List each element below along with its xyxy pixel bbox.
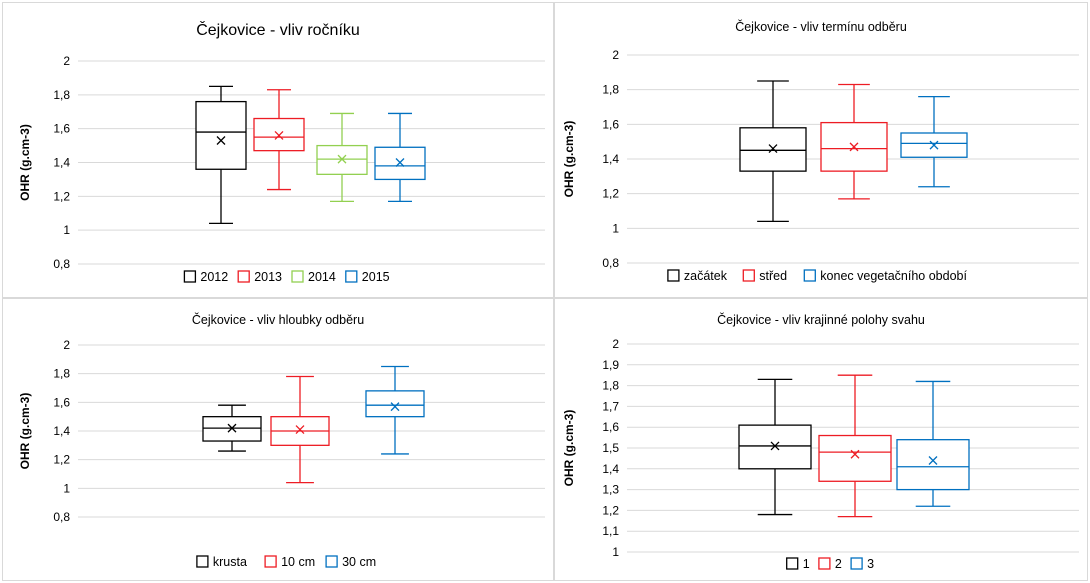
box-2 <box>819 375 891 516</box>
chart-panel-sampling-term: Čejkovice - vliv termínu odběru 0,8 1 1,2 1,… <box>554 2 1088 298</box>
box-1 <box>739 379 811 514</box>
chart-title: Čejkovice - vliv krajinné polohy svahu <box>717 312 925 327</box>
box-2013 <box>254 90 304 190</box>
box-iqr <box>366 391 424 417</box>
box-iqr <box>739 425 811 469</box>
legend: začátek střed konec vegetačního období <box>668 269 968 283</box>
legend-label: střed <box>759 269 787 283</box>
y-tick-label: 2 <box>63 54 70 68</box>
box-10-cm <box>271 377 329 483</box>
y-tick-label: 1,8 <box>602 83 619 97</box>
y-tick-label: 0,8 <box>53 257 70 271</box>
box-krusta <box>203 405 261 451</box>
chart-svg: Čejkovice - vliv ročníku 0,8 1 1,2 1,4 1,6 1,8… <box>3 3 553 297</box>
legend-label: 30 cm <box>342 555 376 569</box>
y-tick-label: 1,6 <box>602 117 619 131</box>
y-axis-label: OHR (g.cm-3) <box>562 410 576 487</box>
chart-title: Čejkovice - vliv termínu odběru <box>735 19 907 34</box>
y-tick-label: 1,2 <box>53 189 70 203</box>
legend-swatch <box>787 558 798 569</box>
legend: 2012 2013 2014 2015 <box>184 270 389 284</box>
y-tick-label: 1,9 <box>602 358 619 372</box>
chart-title: Čejkovice - vliv ročníku <box>196 20 360 39</box>
box-3 <box>897 381 969 506</box>
y-tick-label: 1,4 <box>53 424 70 438</box>
y-tick-label: 1,7 <box>602 399 619 413</box>
legend-label: začátek <box>684 269 728 283</box>
chart-svg: Čejkovice - vliv krajinné polohy svahu11… <box>555 299 1087 580</box>
legend-label: 2014 <box>308 270 336 284</box>
y-axis-label: OHR (g.cm-3) <box>562 121 576 198</box>
legend-swatch <box>197 556 208 567</box>
legend-swatch <box>668 270 679 281</box>
y-tick-label: 1 <box>63 223 70 237</box>
chart-panel-year: Čejkovice - vliv ročníku 0,8 1 1,2 1,4 1,6 1,8… <box>2 2 554 298</box>
legend-label: konec vegetačního období <box>820 269 967 283</box>
box-začátek <box>740 81 806 221</box>
y-tick-label: 1 <box>612 221 619 235</box>
chart-svg: Čejkovice - vliv termínu odběru 0,8 1 1,2 1,… <box>555 3 1087 297</box>
y-tick-label: 0,8 <box>53 510 70 524</box>
legend-swatch <box>804 270 815 281</box>
legend-label: krusta <box>213 555 247 569</box>
y-tick-label: 2 <box>612 337 619 351</box>
y-tick-label: 1 <box>612 545 619 559</box>
y-tick-label: 1,8 <box>53 88 70 102</box>
box-střed <box>821 84 887 198</box>
legend-swatch <box>326 556 337 567</box>
y-tick-label: 1,4 <box>602 152 619 166</box>
chart-panel-slope-position: Čejkovice - vliv krajinné polohy svahu 1 1… <box>554 298 1088 581</box>
legend: krusta 10 cm 30 cm <box>197 555 376 569</box>
chart-title: Čejkovice - vliv hloubky odběru <box>192 312 364 327</box>
legend-swatch <box>851 558 862 569</box>
y-tick-label: 1,6 <box>53 395 70 409</box>
y-tick-label: 1,2 <box>602 503 619 517</box>
legend-label: 2015 <box>362 270 390 284</box>
legend-swatch <box>265 556 276 567</box>
y-tick-label: 1,6 <box>602 420 619 434</box>
legend-swatch <box>743 270 754 281</box>
y-axis-label: OHR (g.cm-3) <box>18 124 32 201</box>
legend-swatch <box>238 271 249 282</box>
legend-label: 2012 <box>200 270 228 284</box>
box-iqr <box>196 102 246 170</box>
y-tick-label: 2 <box>63 338 70 352</box>
y-tick-label: 1,3 <box>602 483 619 497</box>
legend-label: 3 <box>867 557 874 571</box>
legend-label: 2 <box>835 557 842 571</box>
y-tick-label: 1,2 <box>53 453 70 467</box>
y-tick-label: 1,8 <box>53 367 70 381</box>
chart-svg: Čejkovice - vliv hloubky odběru 0,8 1 1,2 1,… <box>3 299 553 580</box>
y-tick-label: 1,6 <box>53 122 70 136</box>
y-tick-label: 1,4 <box>602 462 619 476</box>
legend: 1 2 3 <box>787 557 874 571</box>
y-tick-label: 1 <box>63 481 70 495</box>
legend-swatch <box>819 558 830 569</box>
y-tick-label: 1,5 <box>602 441 619 455</box>
y-tick-label: 1,2 <box>602 187 619 201</box>
legend-label: 2013 <box>254 270 282 284</box>
box-30-cm <box>366 367 424 454</box>
legend-swatch <box>184 271 195 282</box>
chart-panel-depth: Čejkovice - vliv hloubky odběru 0,8 1 1,2 1,… <box>2 298 554 581</box>
y-tick-label: 1,1 <box>602 524 619 538</box>
legend-swatch <box>346 271 357 282</box>
y-tick-label: 0,8 <box>602 256 619 270</box>
box-iqr <box>819 436 891 482</box>
legend-swatch <box>292 271 303 282</box>
box-konec-vegetačního-období <box>901 97 967 187</box>
legend-label: 1 <box>803 557 810 571</box>
box-2012 <box>196 86 246 223</box>
box-2015 <box>375 113 425 201</box>
y-tick-label: 1,8 <box>602 379 619 393</box>
y-tick-label: 1,4 <box>53 156 70 170</box>
y-tick-label: 2 <box>612 48 619 62</box>
y-axis-label: OHR (g.cm-3) <box>18 393 32 470</box>
legend-label: 10 cm <box>281 555 315 569</box>
box-2014 <box>317 113 367 201</box>
box-iqr <box>897 440 969 490</box>
